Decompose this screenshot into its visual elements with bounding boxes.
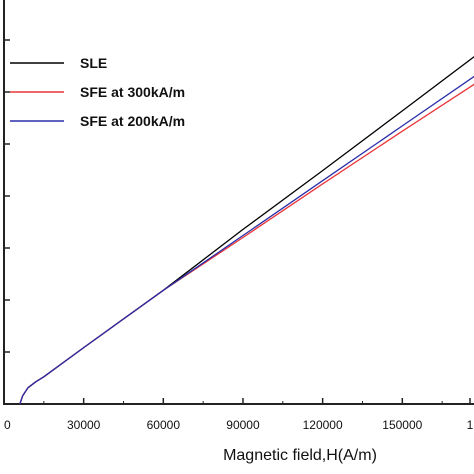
x-tick-label: 90000 xyxy=(226,418,260,432)
series-line-0 xyxy=(19,56,474,405)
legend-label-0: SLE xyxy=(80,55,107,71)
x-tick-label: 30000 xyxy=(67,418,101,432)
legend: SLE SFE at 300kA/m SFE at 200kA/m xyxy=(10,55,185,129)
series-line-2 xyxy=(19,75,474,405)
plot-area xyxy=(3,0,474,405)
x-axis-ticks: 0 30000 60000 90000 120000 150000 1 xyxy=(3,398,474,432)
series-lines xyxy=(19,56,474,405)
x-tick-label: 150000 xyxy=(382,418,422,432)
x-tick-label: 60000 xyxy=(147,418,181,432)
x-tick-label: 1 xyxy=(467,418,474,432)
legend-label-1: SFE at 300kA/m xyxy=(80,84,185,100)
x-tick-label: 120000 xyxy=(303,418,343,432)
axis-frame xyxy=(3,0,474,405)
legend-label-2: SFE at 200kA/m xyxy=(80,113,185,129)
x-axis-title: Magnetic field,H(A/m) xyxy=(223,447,377,464)
x-tick-label: 0 xyxy=(4,418,11,432)
